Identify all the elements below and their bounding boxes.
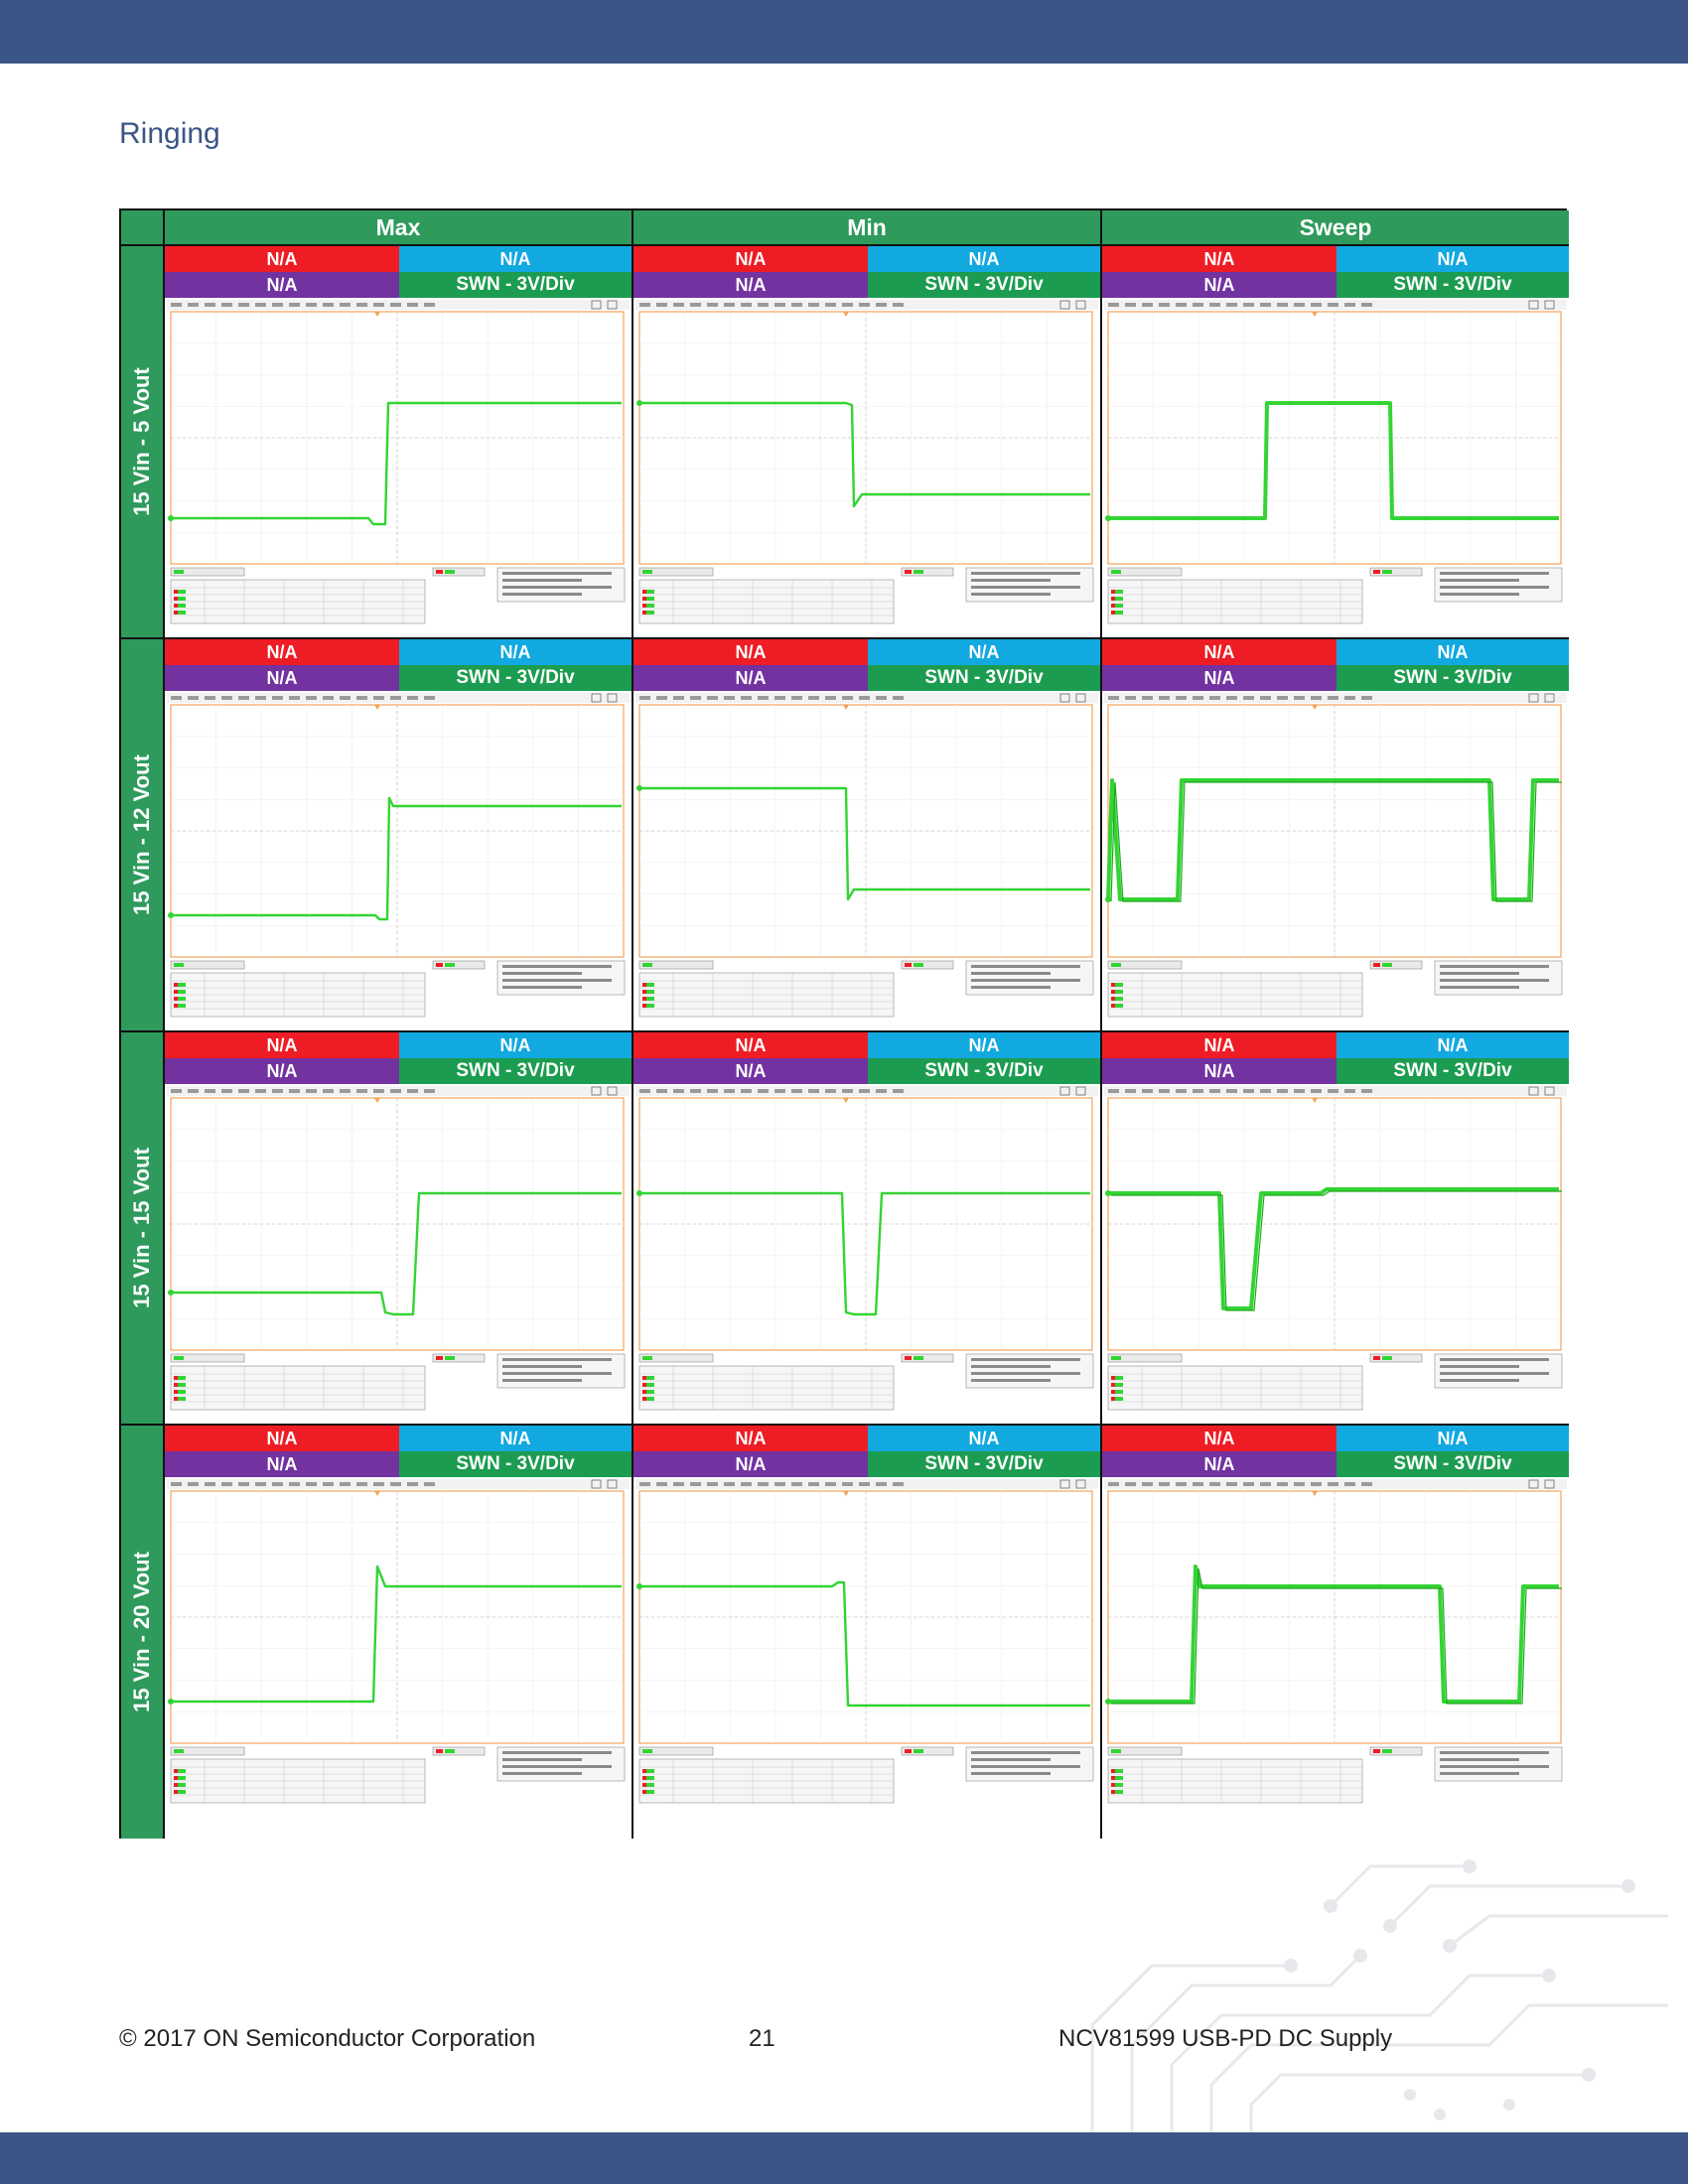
- oscilloscope-capture: [1102, 691, 1569, 1030]
- channel-1-label: N/A: [633, 639, 868, 665]
- oscilloscope-capture: [1102, 298, 1569, 637]
- channel-1-label: N/A: [165, 1426, 399, 1451]
- column-header-max: Max: [165, 210, 633, 244]
- waveform-cell: N/A N/A N/A SWN - 3V/Div: [633, 244, 1102, 637]
- channel-4-label: SWN - 3V/Div: [399, 665, 632, 691]
- channel-4-label: SWN - 3V/Div: [399, 272, 632, 298]
- waveform-cell: N/A N/A N/A SWN - 3V/Div: [633, 1424, 1102, 1839]
- table-corner: [121, 210, 165, 244]
- ringing-waveform-table: Max Min Sweep 15 Vin - 5 Vout 15 Vin - 1…: [119, 208, 1569, 1839]
- channel-1-label: N/A: [1102, 1426, 1336, 1451]
- bottom-brand-bar: [0, 2132, 1688, 2184]
- oscilloscope-capture: [1102, 1477, 1569, 1817]
- channel-4-label: SWN - 3V/Div: [868, 1058, 1100, 1084]
- waveform-cell: N/A N/A N/A SWN - 3V/Div: [1102, 244, 1569, 637]
- channel-3-label: N/A: [165, 665, 399, 691]
- channel-3-label: N/A: [1102, 1058, 1336, 1084]
- circuit-decoration: [1090, 1859, 1668, 2134]
- channel-3-label: N/A: [1102, 272, 1336, 298]
- channel-2-label: N/A: [1336, 246, 1569, 272]
- channel-4-label: SWN - 3V/Div: [1336, 1451, 1569, 1477]
- channel-2-label: N/A: [868, 639, 1100, 665]
- oscilloscope-capture: [165, 298, 632, 637]
- channel-3-label: N/A: [1102, 1451, 1336, 1477]
- channel-1-label: N/A: [165, 1032, 399, 1058]
- waveform-cell: N/A N/A N/A SWN - 3V/Div: [1102, 1424, 1569, 1839]
- channel-2-label: N/A: [1336, 1426, 1569, 1451]
- waveform-cell: N/A N/A N/A SWN - 3V/Div: [165, 637, 633, 1030]
- channel-2-label: N/A: [1336, 1032, 1569, 1058]
- waveform-cell: N/A N/A N/A SWN - 3V/Div: [1102, 1030, 1569, 1424]
- channel-4-label: SWN - 3V/Div: [399, 1058, 632, 1084]
- channel-3-label: N/A: [633, 1451, 868, 1477]
- waveform-cell: N/A N/A N/A SWN - 3V/Div: [165, 1030, 633, 1424]
- section-title: Ringing: [119, 117, 220, 150]
- row-label-5vout: 15 Vin - 5 Vout: [121, 244, 165, 637]
- channel-1-label: N/A: [165, 246, 399, 272]
- channel-3-label: N/A: [165, 1058, 399, 1084]
- column-header-min: Min: [633, 210, 1102, 244]
- channel-4-label: SWN - 3V/Div: [399, 1451, 632, 1477]
- oscilloscope-capture: [165, 1084, 632, 1424]
- oscilloscope-capture: [633, 1084, 1100, 1424]
- channel-3-label: N/A: [633, 665, 868, 691]
- channel-4-label: SWN - 3V/Div: [868, 665, 1100, 691]
- waveform-cell: N/A N/A N/A SWN - 3V/Div: [633, 1030, 1102, 1424]
- channel-2-label: N/A: [868, 1426, 1100, 1451]
- channel-1-label: N/A: [633, 1426, 868, 1451]
- row-label-20vout: 15 Vin - 20 Vout: [121, 1424, 165, 1839]
- channel-2-label: N/A: [399, 1426, 632, 1451]
- waveform-cell: N/A N/A N/A SWN - 3V/Div: [1102, 637, 1569, 1030]
- channel-1-label: N/A: [165, 639, 399, 665]
- footer-copyright: © 2017 ON Semiconductor Corporation: [119, 2025, 536, 2052]
- channel-4-label: SWN - 3V/Div: [1336, 1058, 1569, 1084]
- channel-2-label: N/A: [868, 246, 1100, 272]
- channel-4-label: SWN - 3V/Div: [868, 272, 1100, 298]
- footer-doc-title: NCV81599 USB-PD DC Supply: [1058, 2025, 1393, 2052]
- channel-1-label: N/A: [1102, 246, 1336, 272]
- channel-3-label: N/A: [633, 1058, 868, 1084]
- waveform-cell: N/A N/A N/A SWN - 3V/Div: [165, 1424, 633, 1839]
- channel-1-label: N/A: [1102, 639, 1336, 665]
- waveform-cell: N/A N/A N/A SWN - 3V/Div: [165, 244, 633, 637]
- channel-1-label: N/A: [633, 1032, 868, 1058]
- channel-3-label: N/A: [1102, 665, 1336, 691]
- channel-2-label: N/A: [399, 246, 632, 272]
- top-brand-bar: [0, 0, 1688, 64]
- row-label-15vout: 15 Vin - 15 Vout: [121, 1030, 165, 1424]
- oscilloscope-capture: [1102, 1084, 1569, 1424]
- channel-1-label: N/A: [633, 246, 868, 272]
- channel-4-label: SWN - 3V/Div: [868, 1451, 1100, 1477]
- waveform-cell: N/A N/A N/A SWN - 3V/Div: [633, 637, 1102, 1030]
- channel-3-label: N/A: [633, 272, 868, 298]
- column-header-sweep: Sweep: [1102, 210, 1569, 244]
- oscilloscope-capture: [633, 1477, 1100, 1817]
- oscilloscope-capture: [633, 691, 1100, 1030]
- oscilloscope-capture: [165, 1477, 632, 1817]
- oscilloscope-capture: [165, 691, 632, 1030]
- channel-4-label: SWN - 3V/Div: [1336, 272, 1569, 298]
- oscilloscope-capture: [633, 298, 1100, 637]
- channel-4-label: SWN - 3V/Div: [1336, 665, 1569, 691]
- channel-1-label: N/A: [1102, 1032, 1336, 1058]
- footer-page-number: 21: [749, 2025, 775, 2052]
- channel-2-label: N/A: [868, 1032, 1100, 1058]
- channel-3-label: N/A: [165, 272, 399, 298]
- channel-2-label: N/A: [399, 639, 632, 665]
- channel-2-label: N/A: [399, 1032, 632, 1058]
- channel-2-label: N/A: [1336, 639, 1569, 665]
- row-label-12vout: 15 Vin - 12 Vout: [121, 637, 165, 1030]
- channel-3-label: N/A: [165, 1451, 399, 1477]
